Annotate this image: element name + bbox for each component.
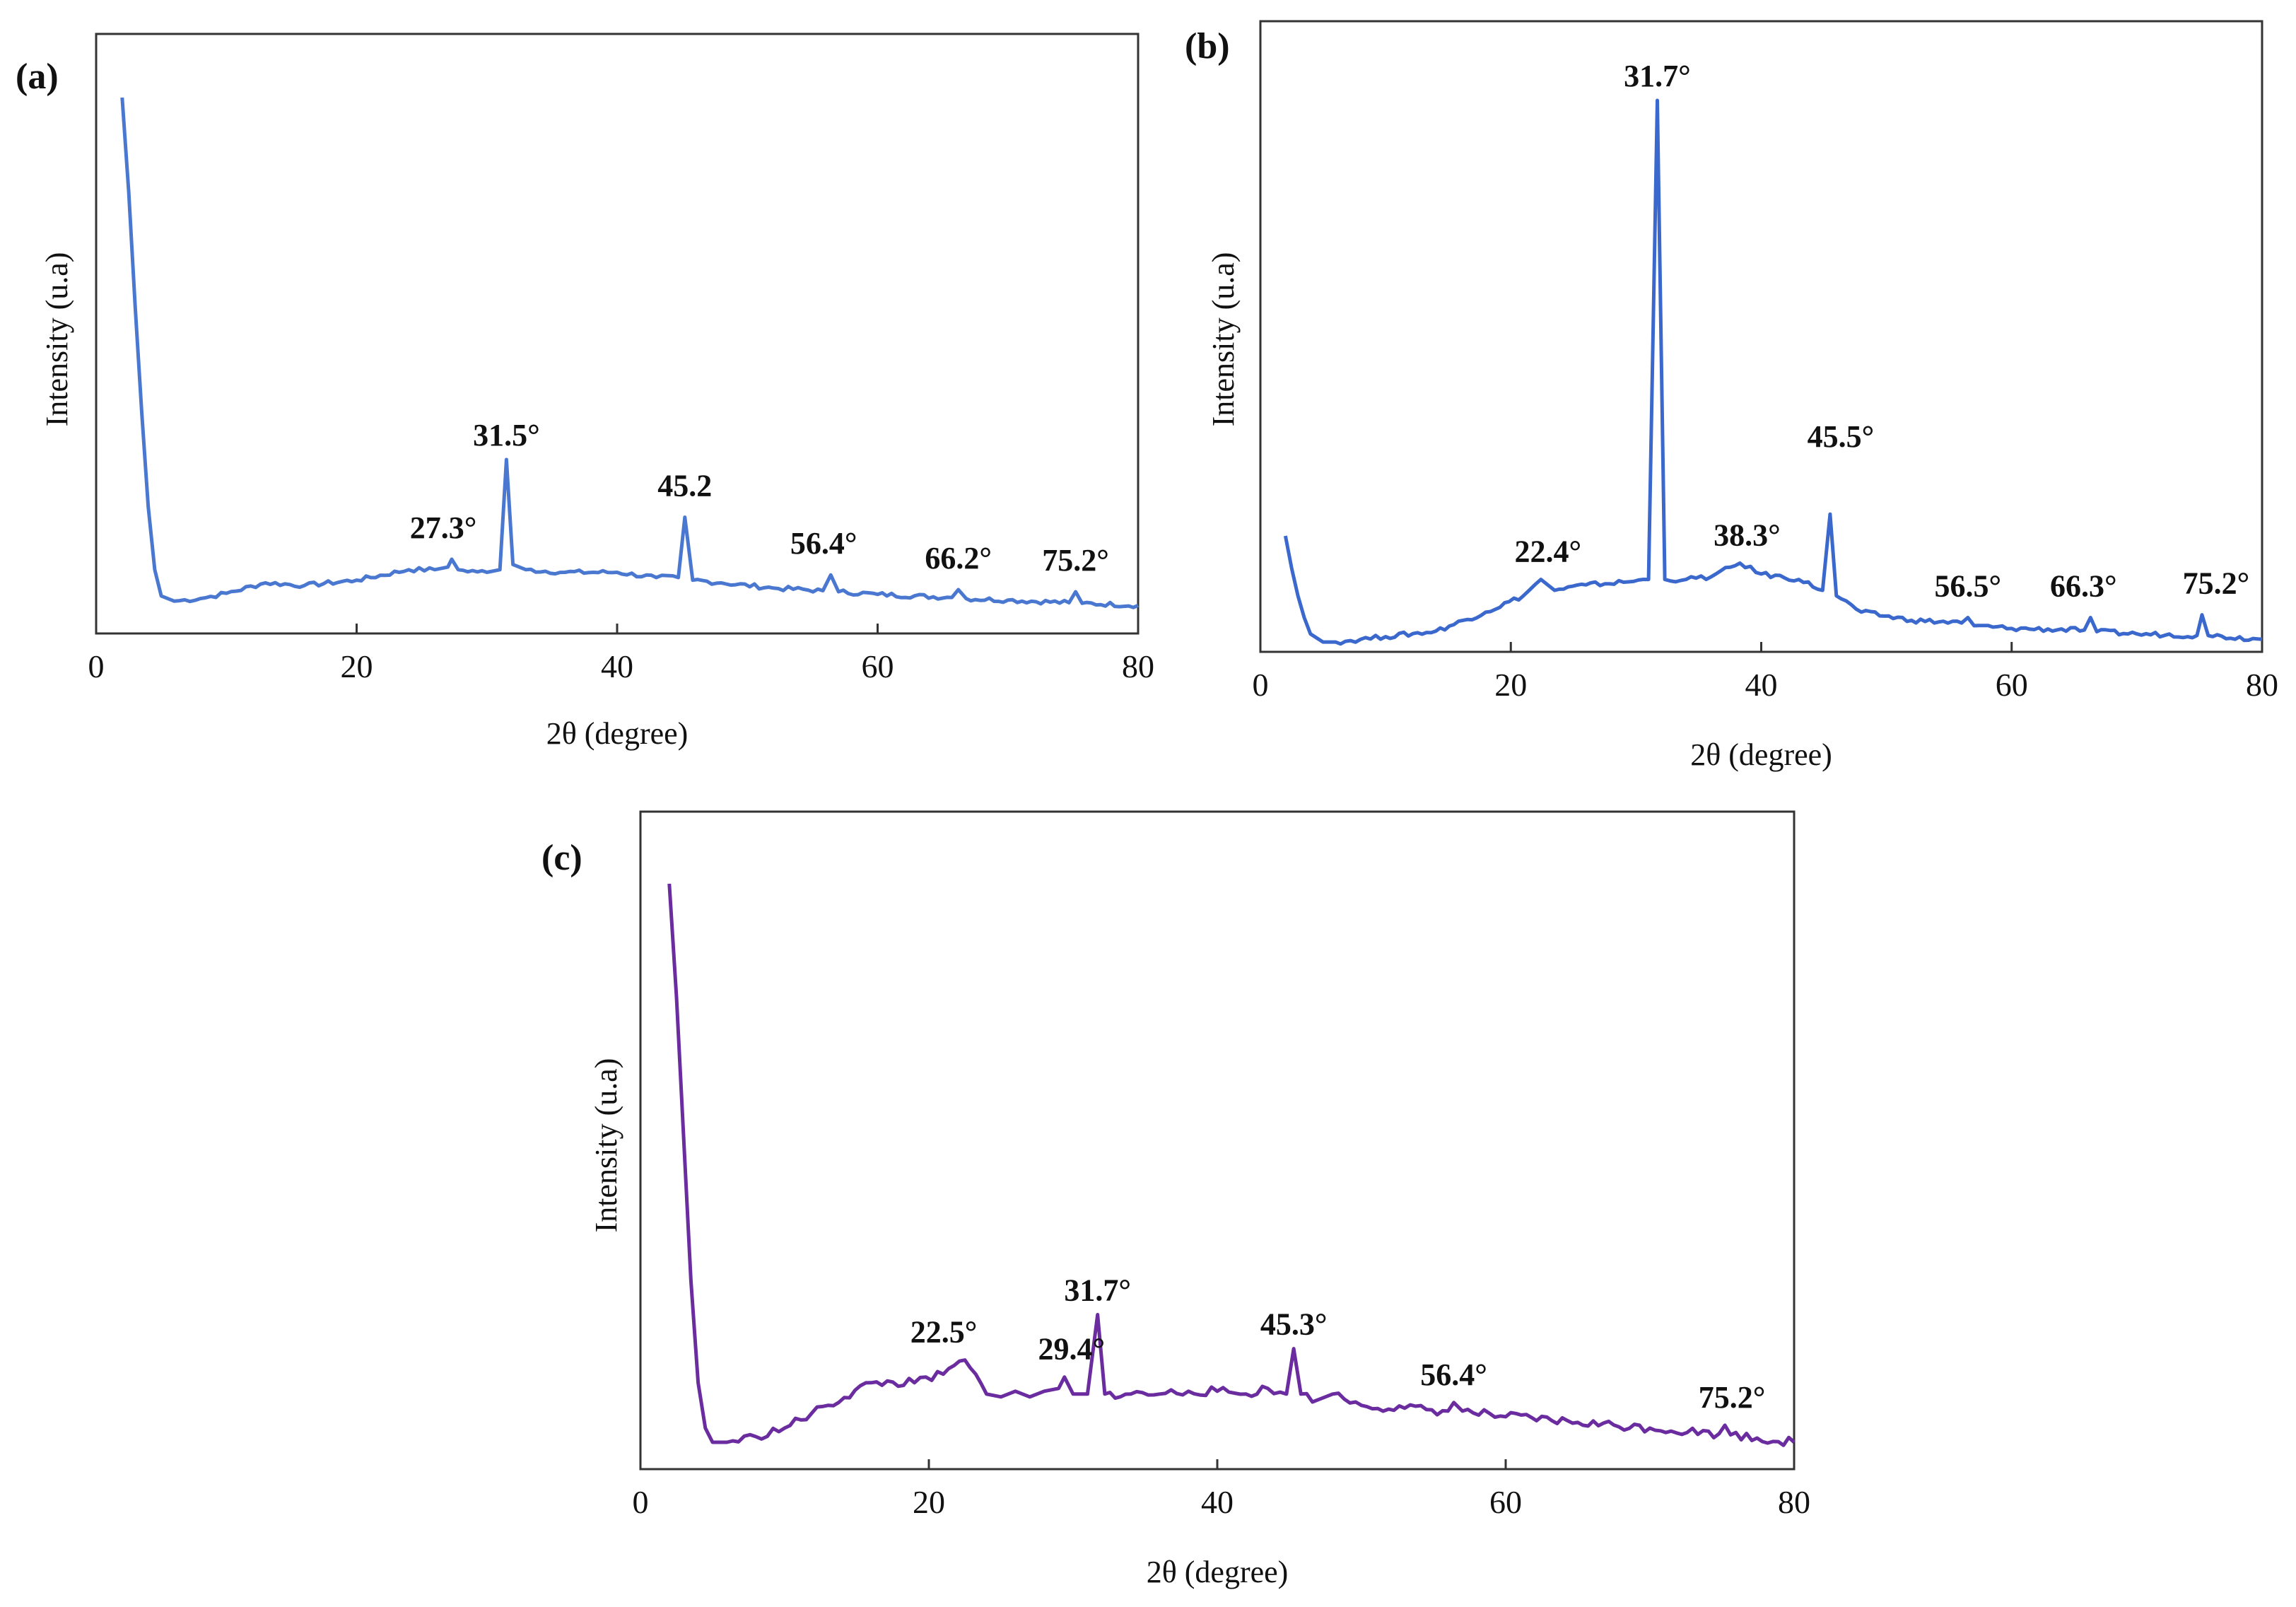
plot-frame: [639, 810, 1796, 1471]
x-tick-label: 20: [1494, 667, 1527, 703]
peak-label: 31.7°: [1064, 1273, 1131, 1308]
peak-label: 56.4°: [790, 526, 857, 561]
y-axis-title: Intensity (u.a): [40, 252, 74, 427]
x-tick-label: 0: [1253, 667, 1269, 703]
peak-label: 22.5°: [910, 1315, 978, 1350]
panel-label: (a): [16, 57, 59, 97]
peak-label: 66.3°: [2050, 569, 2117, 604]
xrd-series-line: [1283, 98, 2263, 646]
x-axis-title: 2θ (degree): [1147, 1555, 1289, 1589]
panel-b: 0 20 40 60 80 2θ (degree) Intensity (u.a) (b) 22…: [1185, 20, 2278, 772]
y-axis-title: Intensity (u.a): [1206, 252, 1241, 427]
x-tick-label: 0: [633, 1484, 649, 1520]
x-tick-label: 60: [862, 648, 894, 684]
x-tick-label: 80: [1778, 1484, 1810, 1520]
peak-label: 31.7°: [1624, 59, 1691, 93]
peak-label: 22.4°: [1514, 534, 1581, 569]
y-axis-title: Intensity (u.a): [589, 1058, 623, 1233]
panel-label: (c): [541, 838, 582, 878]
x-tick-label: 40: [1201, 1484, 1234, 1520]
peak-label: 75.2°: [1699, 1380, 1766, 1415]
peak-label: 56.5°: [1934, 569, 2001, 604]
x-axis-title: 2θ (degree): [1690, 737, 1832, 772]
peak-label: 75.2°: [2183, 566, 2250, 601]
peak-label: 27.3°: [410, 510, 477, 545]
peak-label: 31.5°: [473, 418, 540, 452]
x-tick-label: 60: [1996, 667, 2028, 703]
xrd-series-line: [120, 97, 1140, 609]
x-tick-label: 80: [1122, 648, 1154, 684]
peak-label: 38.3°: [1714, 518, 1781, 553]
peak-label: 45.3°: [1260, 1307, 1328, 1342]
x-tick-label: 60: [1489, 1484, 1522, 1520]
x-tick-label: 20: [913, 1484, 945, 1520]
x-tick-label: 0: [88, 648, 105, 684]
x-tick-label: 40: [601, 648, 633, 684]
xrd-series-line: [667, 883, 1796, 1447]
x-tick-label: 80: [2246, 667, 2278, 703]
plot-frame: [1259, 20, 2263, 653]
x-tick-label: 40: [1745, 667, 1778, 703]
x-axis-title: 2θ (degree): [546, 716, 689, 751]
panel-c: 0 20 40 60 80 2θ (degree) Intensity (u.a) (c) 22…: [541, 810, 1810, 1589]
panel-label: (b): [1185, 26, 1230, 66]
peak-label: 45.2: [657, 469, 712, 503]
peak-label: 45.5°: [1808, 419, 1875, 454]
peak-label: 56.4°: [1420, 1357, 1487, 1392]
peak-label: 75.2°: [1042, 543, 1109, 578]
peak-label: 66.2°: [925, 541, 992, 575]
x-tick-label: 20: [341, 648, 373, 684]
panel-a: 0 20 40 60 80 2θ (degree) Intensity (u.a) (a) 27…: [16, 33, 1154, 751]
peak-label: 29.4°: [1038, 1332, 1105, 1367]
